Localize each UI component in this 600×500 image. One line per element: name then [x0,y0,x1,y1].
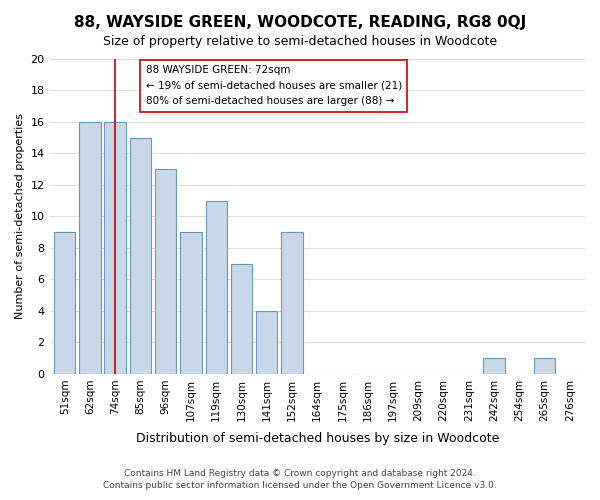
Bar [130,138,151,374]
Bar [54,232,76,374]
Bar [256,311,277,374]
Bar [155,169,176,374]
Text: Contains HM Land Registry data © Crown copyright and database right 2024.
Contai: Contains HM Land Registry data © Crown c… [103,468,497,490]
Text: 88, WAYSIDE GREEN, WOODCOTE, READING, RG8 0QJ: 88, WAYSIDE GREEN, WOODCOTE, READING, RG… [74,15,526,30]
Bar [104,122,126,374]
Bar [281,232,303,374]
Text: 88 WAYSIDE GREEN: 72sqm
← 19% of semi-detached houses are smaller (21)
80% of se: 88 WAYSIDE GREEN: 72sqm ← 19% of semi-de… [146,66,402,106]
Bar [231,264,252,374]
Bar [206,200,227,374]
Y-axis label: Number of semi-detached properties: Number of semi-detached properties [15,114,25,320]
Bar [534,358,556,374]
X-axis label: Distribution of semi-detached houses by size in Woodcote: Distribution of semi-detached houses by … [136,432,499,445]
Text: Size of property relative to semi-detached houses in Woodcote: Size of property relative to semi-detach… [103,35,497,48]
Bar [484,358,505,374]
Bar [79,122,101,374]
Bar [180,232,202,374]
